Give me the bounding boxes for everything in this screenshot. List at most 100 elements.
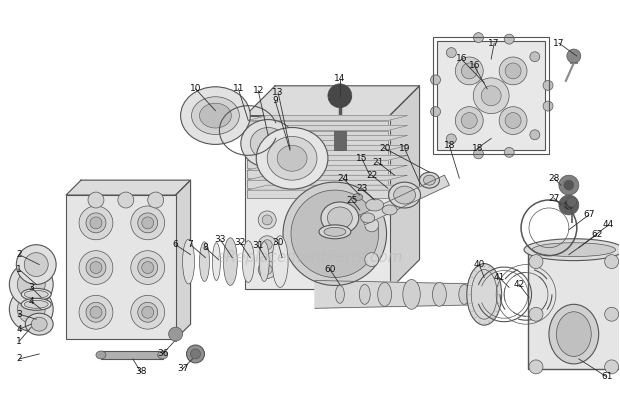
Polygon shape	[246, 86, 420, 116]
Ellipse shape	[192, 97, 239, 134]
Circle shape	[138, 213, 157, 233]
Circle shape	[473, 78, 509, 114]
Circle shape	[564, 180, 574, 190]
Text: 24: 24	[337, 174, 348, 183]
Ellipse shape	[24, 300, 48, 308]
Bar	[247, 140, 388, 149]
Polygon shape	[389, 86, 420, 289]
Circle shape	[86, 213, 106, 233]
Circle shape	[567, 49, 581, 63]
Polygon shape	[247, 116, 407, 120]
Text: 31: 31	[252, 241, 264, 250]
Ellipse shape	[241, 120, 296, 167]
Circle shape	[90, 262, 102, 274]
Text: 40: 40	[474, 260, 485, 269]
Ellipse shape	[389, 182, 420, 208]
Circle shape	[455, 107, 483, 134]
Circle shape	[148, 192, 164, 208]
Circle shape	[499, 57, 527, 85]
Circle shape	[567, 197, 577, 207]
Bar	[247, 131, 388, 138]
Text: 17: 17	[553, 39, 565, 48]
Ellipse shape	[359, 284, 370, 304]
Circle shape	[24, 253, 48, 276]
Circle shape	[504, 147, 514, 158]
Bar	[66, 195, 175, 339]
Ellipse shape	[524, 239, 620, 260]
Text: 1: 1	[17, 337, 22, 346]
Circle shape	[131, 251, 165, 284]
Bar	[247, 190, 388, 198]
Ellipse shape	[96, 351, 106, 359]
Text: 11: 11	[232, 84, 244, 93]
Circle shape	[138, 258, 157, 278]
Ellipse shape	[24, 291, 48, 298]
Circle shape	[505, 113, 521, 129]
Polygon shape	[247, 165, 407, 170]
Circle shape	[291, 190, 379, 278]
Circle shape	[446, 134, 456, 144]
Ellipse shape	[335, 285, 344, 303]
Text: 4: 4	[29, 297, 34, 306]
Ellipse shape	[200, 242, 210, 282]
Circle shape	[118, 192, 134, 208]
Text: 15: 15	[356, 154, 368, 163]
Text: 3: 3	[17, 310, 22, 319]
Circle shape	[543, 101, 553, 111]
Polygon shape	[360, 175, 450, 225]
Bar	[528, 249, 619, 369]
Ellipse shape	[556, 312, 591, 357]
Ellipse shape	[366, 199, 384, 211]
Text: 21: 21	[372, 158, 383, 167]
Text: 19: 19	[399, 144, 410, 153]
Text: 17: 17	[489, 39, 500, 48]
Text: 2: 2	[17, 250, 22, 259]
Ellipse shape	[213, 243, 220, 280]
Text: 60: 60	[324, 265, 335, 274]
Text: 9: 9	[272, 96, 278, 105]
Polygon shape	[247, 136, 407, 140]
Circle shape	[505, 63, 521, 79]
Circle shape	[461, 113, 477, 129]
Circle shape	[504, 34, 514, 44]
Circle shape	[481, 86, 501, 106]
Ellipse shape	[394, 186, 415, 204]
Circle shape	[259, 236, 276, 254]
Bar	[247, 120, 388, 129]
Text: 4: 4	[17, 325, 22, 334]
Text: 2: 2	[17, 354, 22, 363]
Polygon shape	[247, 175, 407, 180]
Circle shape	[529, 307, 543, 321]
Circle shape	[190, 349, 200, 359]
Text: 33: 33	[215, 235, 226, 244]
Circle shape	[430, 75, 440, 85]
Text: 13: 13	[272, 88, 284, 97]
Ellipse shape	[267, 136, 317, 180]
Text: 42: 42	[513, 280, 525, 289]
Circle shape	[9, 287, 53, 331]
Bar	[438, 41, 545, 150]
Text: 20: 20	[379, 144, 391, 153]
Text: 25: 25	[346, 195, 358, 205]
Circle shape	[262, 240, 272, 249]
Ellipse shape	[378, 282, 392, 306]
Bar	[247, 180, 388, 188]
Text: 41: 41	[494, 273, 505, 282]
Circle shape	[328, 84, 352, 108]
Ellipse shape	[353, 194, 363, 201]
Ellipse shape	[321, 202, 359, 234]
Circle shape	[88, 192, 104, 208]
Polygon shape	[247, 185, 407, 190]
Circle shape	[604, 307, 619, 321]
Circle shape	[529, 360, 543, 374]
Bar	[247, 170, 388, 178]
Bar	[101, 351, 162, 359]
Circle shape	[86, 258, 106, 278]
Circle shape	[564, 200, 574, 210]
Ellipse shape	[432, 282, 446, 306]
Circle shape	[499, 107, 527, 134]
Text: 16: 16	[469, 61, 480, 70]
Text: 1: 1	[17, 265, 22, 274]
Ellipse shape	[31, 317, 47, 331]
Text: 22: 22	[366, 171, 378, 180]
